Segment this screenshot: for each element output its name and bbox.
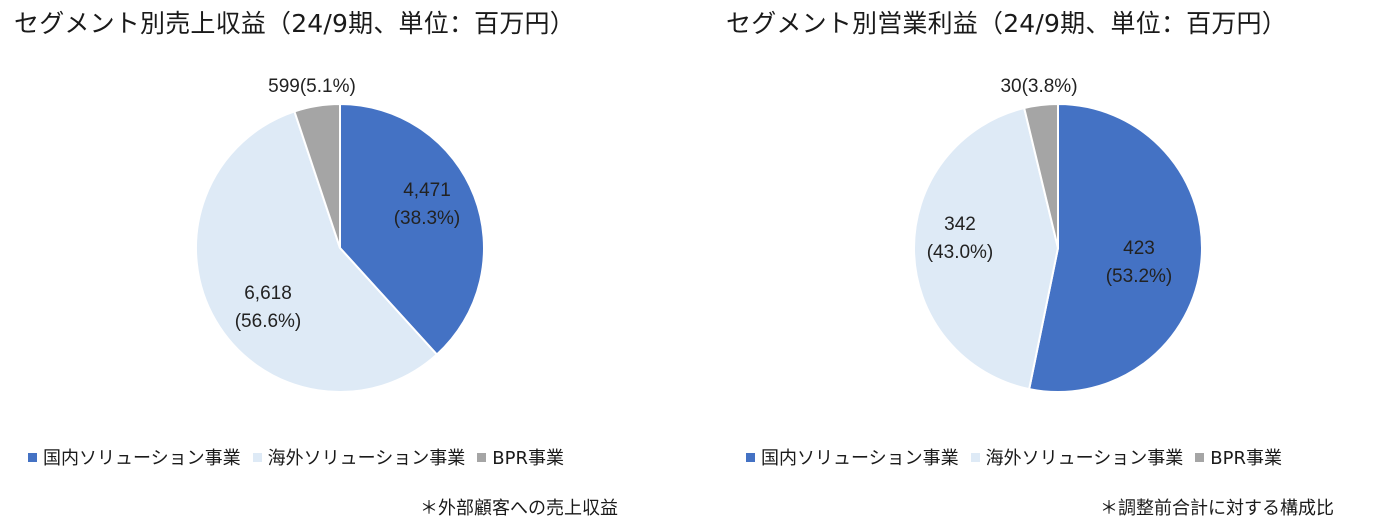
revenue-pie-chart: 4,471 (38.3%) 6,618 (56.6%) 599(5.1%) xyxy=(195,76,485,393)
legend-label-domestic: 国内ソリューション事業 xyxy=(43,448,241,469)
legend-item-domestic: 国内ソリューション事業 xyxy=(28,444,241,470)
legend-swatch-domestic xyxy=(28,452,37,462)
legend-label-domestic: 国内ソリューション事業 xyxy=(761,448,959,469)
profit-chart-panel: セグメント別営業利益（24/9期、単位：百万円） 423 (53.2%) 342 (4… xyxy=(700,0,1387,529)
pie-slice-bpr xyxy=(293,102,341,249)
pie-slice-bpr xyxy=(1022,102,1059,249)
legend-label-bpr: BPR事業 xyxy=(1210,448,1282,469)
legend-swatch-overseas xyxy=(252,452,262,462)
legend-swatch-domestic xyxy=(746,452,755,462)
data-label-bpr: 30(3.8%) xyxy=(1000,76,1077,97)
legend-label-bpr: BPR事業 xyxy=(492,448,564,469)
pie-slice-overseas xyxy=(195,110,439,393)
revenue-legend: 国内ソリューション事業 海外ソリューション事業 BPR事業 xyxy=(28,444,576,470)
data-label-overseas: 6,618 xyxy=(244,283,292,304)
profit-footnote: ＊調整前合計に対する構成比 xyxy=(1100,498,1334,519)
data-label-domestic: 4,471 xyxy=(403,180,451,201)
profit-chart-title: セグメント別営業利益（24/9期、単位：百万円） xyxy=(726,9,1287,38)
legend-item-overseas: 海外ソリューション事業 xyxy=(970,444,1184,470)
legend-label-overseas: 海外ソリューション事業 xyxy=(985,448,1184,469)
legend-item-overseas: 海外ソリューション事業 xyxy=(252,444,466,470)
legend-item-bpr: BPR事業 xyxy=(1195,444,1282,470)
revenue-chart-panel: セグメント別売上収益（24/9期、単位：百万円） 4,471 (38.3%) 6,6… xyxy=(0,0,690,529)
legend-item-domestic: 国内ソリューション事業 xyxy=(746,444,959,470)
legend-label-overseas: 海外ソリューション事業 xyxy=(267,448,466,469)
data-label-overseas: 342 xyxy=(944,214,976,235)
profit-legend: 国内ソリューション事業 海外ソリューション事業 BPR事業 xyxy=(746,444,1294,470)
pie-slice-domestic xyxy=(339,102,485,356)
revenue-footnote: ＊外部顧客への売上収益 xyxy=(420,498,618,519)
data-label-domestic: 423 xyxy=(1123,238,1155,259)
data-label-bpr: 599(5.1%) xyxy=(268,76,356,97)
legend-item-bpr: BPR事業 xyxy=(477,444,564,470)
legend-swatch-overseas xyxy=(970,452,980,462)
data-label-percent-domestic: (53.2%) xyxy=(1106,266,1173,287)
pie-slice-overseas xyxy=(913,106,1060,391)
data-label-percent-domestic: (38.3%) xyxy=(394,208,461,229)
pie-slice-domestic xyxy=(1027,102,1203,393)
legend-swatch-bpr xyxy=(1195,452,1205,462)
legend-swatch-bpr xyxy=(477,452,487,462)
data-label-percent-overseas: (56.6%) xyxy=(235,311,302,332)
data-label-percent-overseas: (43.0%) xyxy=(927,242,994,263)
profit-pie-chart: 423 (53.2%) 342 (43.0%) 30(3.8%) xyxy=(913,76,1203,393)
revenue-chart-title: セグメント別売上収益（24/9期、単位：百万円） xyxy=(14,9,575,38)
